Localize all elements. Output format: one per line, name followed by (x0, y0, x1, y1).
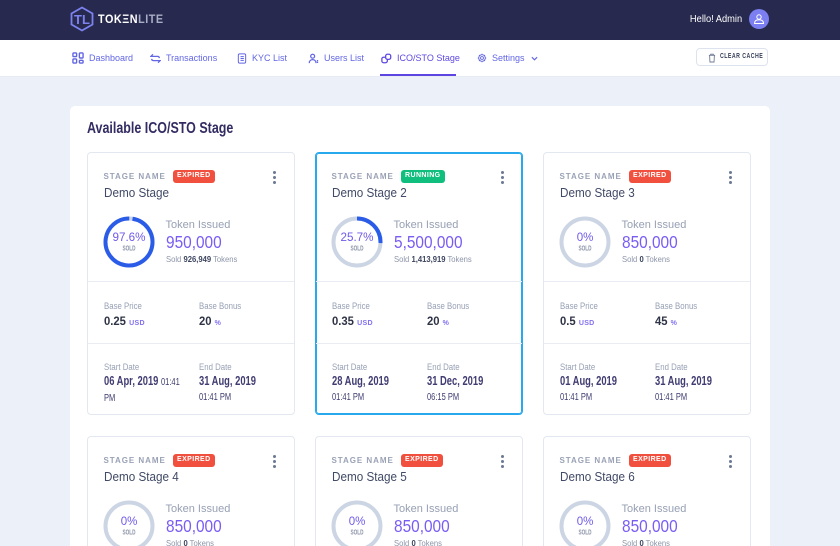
svg-text:0%: 0% (576, 516, 593, 528)
svg-text:SOLD: SOLD (578, 246, 591, 253)
svg-text:25.7%: 25.7% (340, 232, 373, 244)
svg-text:SOLD: SOLD (122, 530, 135, 537)
svg-text:SOLD: SOLD (122, 246, 135, 253)
svg-text:TL: TL (74, 12, 90, 27)
svg-text:SOLD: SOLD (578, 530, 591, 537)
svg-text:0%: 0% (120, 516, 137, 528)
svg-text:0%: 0% (576, 232, 593, 244)
svg-text:SOLD: SOLD (350, 530, 363, 537)
svg-text:97.6%: 97.6% (112, 232, 145, 244)
svg-text:0%: 0% (348, 516, 365, 528)
svg-text:SOLD: SOLD (350, 246, 363, 253)
